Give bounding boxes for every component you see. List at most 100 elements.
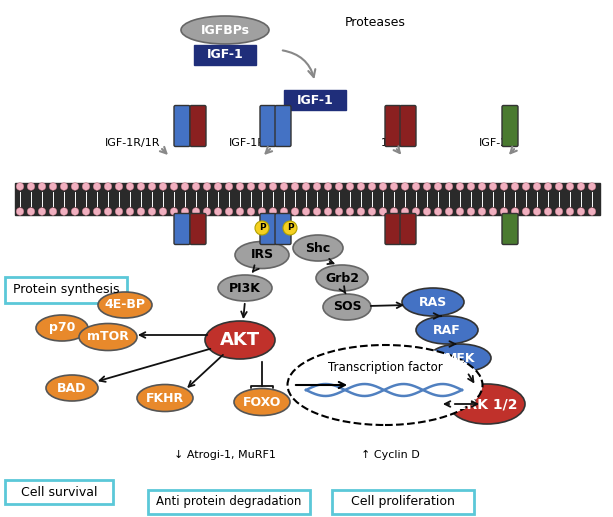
Circle shape [115, 208, 123, 215]
Ellipse shape [287, 345, 482, 425]
Circle shape [247, 208, 255, 215]
Circle shape [511, 183, 519, 190]
Circle shape [368, 208, 376, 215]
FancyBboxPatch shape [190, 214, 206, 245]
FancyBboxPatch shape [275, 214, 291, 245]
Circle shape [148, 183, 156, 190]
Circle shape [181, 208, 189, 215]
Ellipse shape [429, 344, 491, 372]
Circle shape [390, 183, 398, 190]
Circle shape [148, 208, 156, 215]
Bar [5, 480, 113, 504]
Text: Cell survival: Cell survival [21, 485, 97, 498]
Circle shape [577, 208, 585, 215]
Circle shape [291, 183, 299, 190]
Bar [148, 490, 310, 514]
Ellipse shape [218, 275, 272, 301]
Circle shape [401, 208, 409, 215]
Text: IGF-1: IGF-1 [297, 94, 333, 107]
Circle shape [225, 183, 233, 190]
Circle shape [346, 208, 354, 215]
Circle shape [93, 183, 101, 190]
FancyBboxPatch shape [502, 214, 518, 245]
FancyBboxPatch shape [194, 45, 256, 65]
FancyBboxPatch shape [385, 105, 401, 146]
Bar [5, 277, 127, 303]
Circle shape [115, 183, 123, 190]
Text: RAS: RAS [419, 296, 447, 309]
Ellipse shape [402, 288, 464, 316]
Circle shape [555, 208, 563, 215]
Circle shape [467, 183, 475, 190]
FancyBboxPatch shape [385, 214, 401, 245]
Circle shape [357, 208, 365, 215]
Circle shape [412, 208, 420, 215]
Circle shape [269, 183, 277, 190]
Ellipse shape [36, 315, 88, 341]
Ellipse shape [235, 241, 289, 268]
Circle shape [16, 208, 24, 215]
FancyBboxPatch shape [260, 214, 276, 245]
Text: SOS: SOS [333, 300, 361, 313]
Ellipse shape [416, 316, 478, 344]
Circle shape [467, 208, 475, 215]
Circle shape [588, 183, 596, 190]
Text: IGF-1R: IGF-1R [229, 138, 265, 148]
Text: P: P [287, 223, 293, 233]
FancyBboxPatch shape [400, 214, 416, 245]
Circle shape [192, 208, 200, 215]
Text: 1R: 1R [381, 138, 395, 148]
Circle shape [522, 183, 530, 190]
Circle shape [500, 183, 508, 190]
Circle shape [335, 183, 343, 190]
Text: IGF-1: IGF-1 [207, 49, 243, 62]
Ellipse shape [79, 324, 137, 351]
FancyBboxPatch shape [260, 105, 276, 146]
Circle shape [255, 221, 269, 235]
Circle shape [247, 183, 255, 190]
Circle shape [302, 183, 310, 190]
Text: Transcription factor: Transcription factor [327, 360, 443, 373]
Circle shape [38, 183, 46, 190]
Ellipse shape [205, 321, 275, 359]
Circle shape [478, 208, 485, 215]
FancyBboxPatch shape [275, 105, 291, 146]
Circle shape [214, 183, 222, 190]
Text: IRS: IRS [251, 249, 273, 262]
Ellipse shape [449, 384, 525, 424]
FancyBboxPatch shape [502, 105, 518, 146]
Bar [15, 183, 600, 215]
FancyBboxPatch shape [284, 90, 346, 110]
Circle shape [588, 208, 596, 215]
Text: ↓ Atrogi-1, MuRF1: ↓ Atrogi-1, MuRF1 [174, 450, 276, 460]
Circle shape [203, 183, 211, 190]
Circle shape [104, 208, 112, 215]
Circle shape [379, 208, 387, 215]
Text: PI3K: PI3K [229, 281, 261, 295]
Circle shape [313, 208, 321, 215]
Ellipse shape [137, 385, 193, 412]
Circle shape [445, 183, 453, 190]
Circle shape [38, 208, 46, 215]
Text: IGF-2R: IGF-2R [478, 138, 516, 148]
Text: p70: p70 [49, 322, 75, 334]
Circle shape [566, 183, 574, 190]
Circle shape [192, 183, 200, 190]
Circle shape [236, 208, 244, 215]
Text: Proteases: Proteases [345, 16, 406, 28]
Text: mTOR: mTOR [87, 330, 129, 343]
Circle shape [258, 208, 266, 215]
Circle shape [544, 183, 552, 190]
Circle shape [71, 208, 79, 215]
Ellipse shape [293, 235, 343, 261]
Text: Protein synthesis: Protein synthesis [13, 283, 120, 297]
Circle shape [313, 183, 321, 190]
Circle shape [533, 183, 541, 190]
Circle shape [555, 183, 563, 190]
Circle shape [49, 208, 57, 215]
Circle shape [291, 208, 299, 215]
Text: Cell proliferation: Cell proliferation [351, 495, 455, 509]
FancyBboxPatch shape [400, 105, 416, 146]
Circle shape [379, 183, 387, 190]
Text: AKT: AKT [220, 331, 260, 349]
